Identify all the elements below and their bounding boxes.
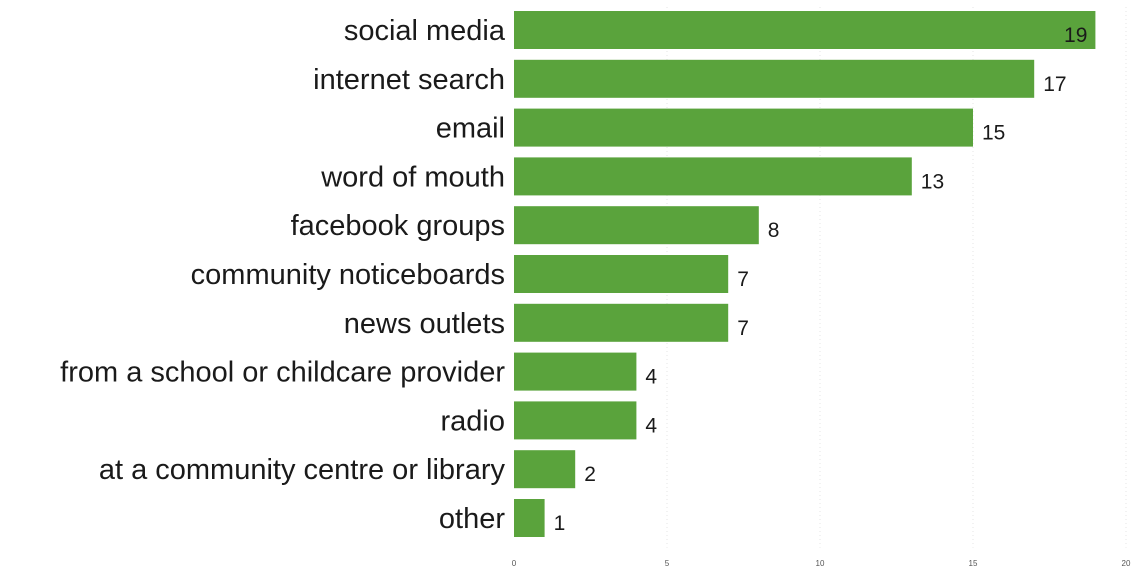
value-label: 2: [584, 463, 596, 486]
category-label: radio: [441, 405, 506, 437]
bar: [514, 401, 637, 440]
bar: [514, 255, 729, 293]
bar: [514, 108, 973, 147]
value-label: 17: [1043, 73, 1066, 96]
bar: [514, 157, 912, 196]
x-tick-label: 15: [969, 559, 978, 568]
category-label: from a school or childcare provider: [60, 357, 505, 389]
x-tick-label: 0: [512, 559, 517, 568]
value-label: 4: [645, 366, 657, 389]
category-labels: social media internet search email word of …: [60, 15, 506, 535]
bar: [514, 303, 729, 342]
value-label: 7: [737, 268, 749, 291]
x-tick-label: 5: [665, 559, 670, 568]
value-label: 15: [982, 122, 1005, 145]
value-labels: 19 17 15 13 8 7 7 4 4 2 1: [554, 24, 1088, 535]
bar: [514, 450, 576, 489]
bar: [514, 352, 637, 391]
value-label: 1: [554, 512, 566, 535]
category-label: news outlets: [344, 308, 505, 340]
x-tick-label: 20: [1122, 559, 1131, 568]
value-label: 8: [768, 219, 780, 242]
value-label: 19: [1064, 24, 1087, 47]
category-label: facebook groups: [291, 210, 505, 242]
value-label: 7: [737, 317, 749, 340]
value-label: 4: [645, 414, 657, 437]
category-label: email: [436, 113, 505, 145]
bar: [514, 11, 1096, 49]
category-label: other: [439, 503, 505, 535]
bar: [514, 206, 759, 245]
category-label: social media: [344, 15, 506, 47]
category-label: community noticeboards: [191, 259, 505, 291]
value-label: 13: [921, 170, 944, 193]
category-label: at a community centre or library: [99, 454, 506, 486]
bar: [514, 499, 545, 537]
bar: [514, 59, 1035, 98]
category-label: word of mouth: [320, 161, 505, 193]
x-axis-ticks: 0 5 10 15 20: [512, 559, 1131, 568]
category-label: internet search: [313, 64, 505, 96]
bars: [514, 11, 1096, 537]
x-tick-label: 10: [816, 559, 825, 568]
